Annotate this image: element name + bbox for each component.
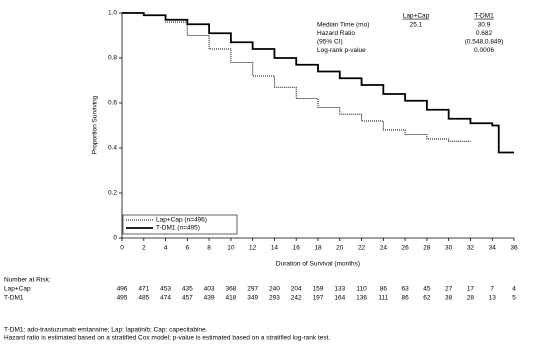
at-risk-value: 368 (225, 286, 236, 293)
at-risk-value: 496 (117, 286, 128, 293)
at-risk-value: 45 (423, 286, 431, 293)
stats-value: 0.0006 (474, 47, 494, 54)
at-risk-value: 240 (269, 286, 280, 293)
x-tick-label: 2 (142, 245, 146, 252)
at-risk-value: 7 (490, 286, 494, 293)
y-axis-label: Proportion Surviving (92, 95, 99, 154)
x-tick-label: 12 (249, 245, 257, 252)
x-axis-label: Duration of Survival (months) (276, 261, 360, 268)
at-risk-value: 110 (356, 286, 367, 293)
x-tick-label: 20 (336, 245, 344, 252)
x-tick-label: 0 (120, 245, 124, 252)
at-risk-value: 38 (445, 295, 453, 302)
x-tick-label: 34 (489, 245, 497, 252)
at-risk-value: 242 (291, 295, 302, 302)
at-risk-value: 485 (138, 295, 149, 302)
at-risk-title: Number at Risk: (4, 277, 51, 284)
x-tick-label: 28 (423, 245, 431, 252)
at-risk-value: 297 (247, 286, 258, 293)
stats-value: (0.548,0.849) (465, 39, 504, 46)
at-risk-value: 4 (512, 286, 516, 293)
survival-curve (122, 12, 471, 142)
stats-header: Lap+Cap (403, 13, 430, 20)
at-risk-value: 293 (269, 295, 280, 302)
at-risk-value: 13 (489, 295, 497, 302)
x-tick-label: 14 (271, 245, 279, 252)
at-risk-value: 204 (291, 286, 302, 293)
stats-value: 30.9 (478, 22, 491, 29)
at-risk-value: 471 (138, 286, 149, 293)
at-risk-value: 133 (334, 286, 345, 293)
stats-label: Median Time (mo) (317, 22, 369, 29)
y-tick-label: 0.6 (108, 100, 117, 107)
y-tick-label: 1.0 (108, 10, 117, 17)
x-tick-label: 10 (227, 245, 235, 252)
x-tick-label: 22 (358, 245, 366, 252)
x-tick-label: 24 (380, 245, 388, 252)
footnote: Hazard ratio is estimated based on a str… (4, 335, 330, 342)
at-risk-value: 164 (334, 295, 345, 302)
y-tick-label: 0.2 (108, 190, 117, 197)
stats-header: T-DM1 (474, 13, 494, 20)
at-risk-value: 474 (160, 295, 171, 302)
y-tick-label: 0.8 (108, 55, 117, 62)
x-tick-label: 32 (467, 245, 475, 252)
at-risk-value: 86 (380, 286, 388, 293)
at-risk-value: 495 (117, 295, 128, 302)
x-tick-label: 6 (186, 245, 190, 252)
at-risk-value: 28 (467, 295, 475, 302)
x-tick-label: 36 (510, 245, 518, 252)
at-risk-value: 111 (378, 295, 388, 302)
stats-label: (95% CI) (317, 39, 343, 46)
at-risk-value: 197 (313, 295, 324, 302)
x-tick-label: 30 (445, 245, 453, 252)
survival-curve (122, 12, 514, 154)
y-tick-label: 0.4 (108, 145, 117, 152)
stats-label: Hazard Ratio (317, 30, 355, 37)
x-tick-label: 16 (293, 245, 301, 252)
at-risk-value: 403 (204, 286, 215, 293)
at-risk-value: 5 (512, 295, 516, 302)
y-tick-label: 0 (113, 235, 117, 242)
legend-box (122, 214, 238, 235)
legend-label: T-DM1 (n=495) (156, 225, 200, 232)
at-risk-label: Lap+Cap (4, 286, 31, 293)
at-risk-value: 17 (467, 286, 475, 293)
footnote: T-DM1: ado-trastuzumab emtansine; Lap: l… (4, 327, 208, 334)
stats-value: 25.1 (410, 22, 423, 29)
stats-value: 0.682 (476, 30, 493, 37)
x-tick-label: 8 (207, 245, 211, 252)
at-risk-value: 63 (401, 286, 409, 293)
x-tick-label: 4 (164, 245, 168, 252)
at-risk-label: T-DM1 (4, 295, 24, 302)
x-tick-label: 26 (401, 245, 409, 252)
legend-label: Lap+Cap (n=496) (156, 217, 207, 224)
at-risk-value: 349 (247, 295, 258, 302)
at-risk-value: 439 (204, 295, 215, 302)
at-risk-value: 435 (182, 286, 193, 293)
at-risk-value: 62 (423, 295, 431, 302)
at-risk-value: 457 (182, 295, 193, 302)
at-risk-value: 86 (401, 295, 409, 302)
at-risk-value: 453 (160, 286, 171, 293)
at-risk-value: 136 (356, 295, 367, 302)
at-risk-value: 27 (445, 286, 453, 293)
at-risk-value: 418 (225, 295, 236, 302)
at-risk-value: 159 (313, 286, 324, 293)
x-tick-label: 18 (314, 245, 322, 252)
stats-label: Log-rank p-value (317, 47, 366, 54)
